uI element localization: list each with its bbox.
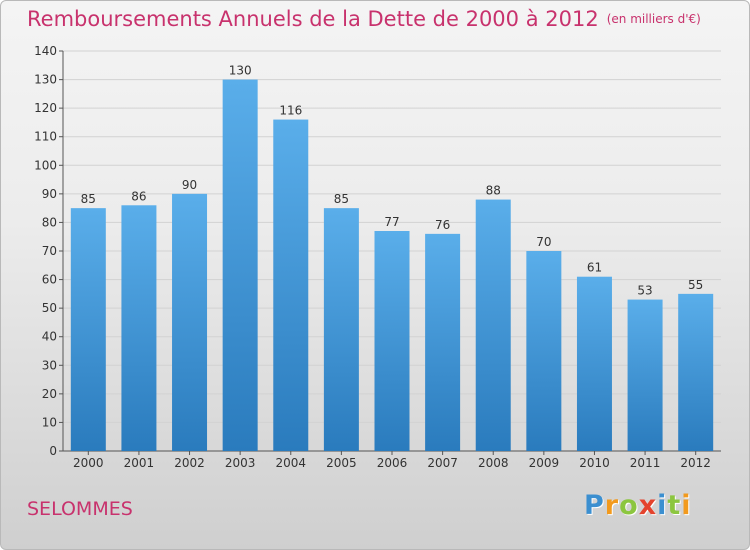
bar-2002 bbox=[172, 193, 208, 451]
value-label-2004: 116 bbox=[279, 104, 302, 118]
x-tick-label-2012: 2012 bbox=[680, 456, 711, 470]
logo-letter-0: P bbox=[584, 490, 605, 521]
value-label-2007: 76 bbox=[435, 218, 450, 232]
value-label-2001: 86 bbox=[131, 189, 146, 203]
value-label-2005: 85 bbox=[334, 192, 349, 206]
bar-2001 bbox=[121, 205, 157, 451]
value-label-2002: 90 bbox=[182, 178, 197, 192]
logo-letter-1: r bbox=[604, 490, 620, 521]
y-tick-label: 10 bbox=[42, 415, 57, 429]
y-tick-label: 140 bbox=[34, 44, 57, 58]
value-label-2009: 70 bbox=[536, 235, 551, 249]
bar-2009 bbox=[526, 251, 562, 451]
labels: 0 10 20 30 40 50 60 70 80 90 100 110 120 130 140 85 2000… bbox=[34, 44, 711, 470]
value-label-2011: 53 bbox=[637, 284, 652, 298]
bar-2004 bbox=[273, 119, 309, 452]
value-label-2003: 130 bbox=[229, 64, 252, 78]
x-tick-label-2009: 2009 bbox=[529, 456, 560, 470]
bar-2000 bbox=[70, 208, 106, 451]
y-tick-label: 50 bbox=[42, 301, 57, 315]
value-label-2012: 55 bbox=[688, 278, 703, 292]
bar-2011 bbox=[627, 299, 663, 451]
logo-letter-2: o bbox=[619, 490, 639, 521]
y-tick-label: 20 bbox=[42, 387, 57, 401]
y-tick-label: 40 bbox=[42, 330, 57, 344]
x-tick-label-2006: 2006 bbox=[377, 456, 408, 470]
commune-name: SELOMMES bbox=[27, 498, 133, 520]
bar-2012 bbox=[678, 293, 714, 451]
value-label-2008: 88 bbox=[486, 184, 501, 198]
y-tick-label: 100 bbox=[34, 158, 57, 172]
x-tick-label-2008: 2008 bbox=[478, 456, 509, 470]
x-tick-label-2004: 2004 bbox=[275, 456, 306, 470]
y-tick-label: 120 bbox=[34, 101, 57, 115]
value-label-2006: 77 bbox=[384, 215, 399, 229]
x-tick-label-2010: 2010 bbox=[579, 456, 610, 470]
proxiti-logo: Proxiti bbox=[584, 490, 692, 521]
y-tick-label: 60 bbox=[42, 273, 57, 287]
value-label-2000: 85 bbox=[81, 192, 96, 206]
bar-2005 bbox=[323, 208, 359, 451]
y-tick-label: 80 bbox=[42, 215, 57, 229]
logo-letter-5: t bbox=[667, 490, 682, 521]
chart-title: Remboursements Annuels de la Dette de 20… bbox=[27, 7, 701, 31]
bar-2003 bbox=[222, 79, 258, 452]
logo-letter-3: x bbox=[638, 490, 658, 521]
y-tick-label: 110 bbox=[34, 130, 57, 144]
x-tick-label-2000: 2000 bbox=[73, 456, 104, 470]
y-tick-label: 90 bbox=[42, 187, 57, 201]
x-tick-label-2007: 2007 bbox=[427, 456, 458, 470]
y-tick-label: 30 bbox=[42, 358, 57, 372]
bar-2008 bbox=[475, 199, 511, 451]
value-label-2010: 61 bbox=[587, 261, 602, 275]
x-tick-label-2002: 2002 bbox=[174, 456, 205, 470]
chart-title-text: Remboursements Annuels de la Dette de 20… bbox=[27, 7, 599, 31]
x-tick-label-2005: 2005 bbox=[326, 456, 357, 470]
bar-2006 bbox=[374, 231, 410, 451]
bars bbox=[70, 79, 714, 452]
x-tick-label-2001: 2001 bbox=[124, 456, 155, 470]
chart-unit: (en milliers d'€) bbox=[606, 12, 701, 26]
y-tick-label: 70 bbox=[42, 244, 57, 258]
logo-letter-6: i bbox=[681, 490, 692, 521]
bar-2007 bbox=[425, 233, 461, 451]
x-tick-label-2011: 2011 bbox=[630, 456, 661, 470]
logo-letter-4: i bbox=[657, 490, 668, 521]
y-tick-label: 0 bbox=[49, 444, 57, 458]
x-tick-label-2003: 2003 bbox=[225, 456, 256, 470]
y-tick-label: 130 bbox=[34, 73, 57, 87]
bar-2010 bbox=[576, 276, 612, 451]
